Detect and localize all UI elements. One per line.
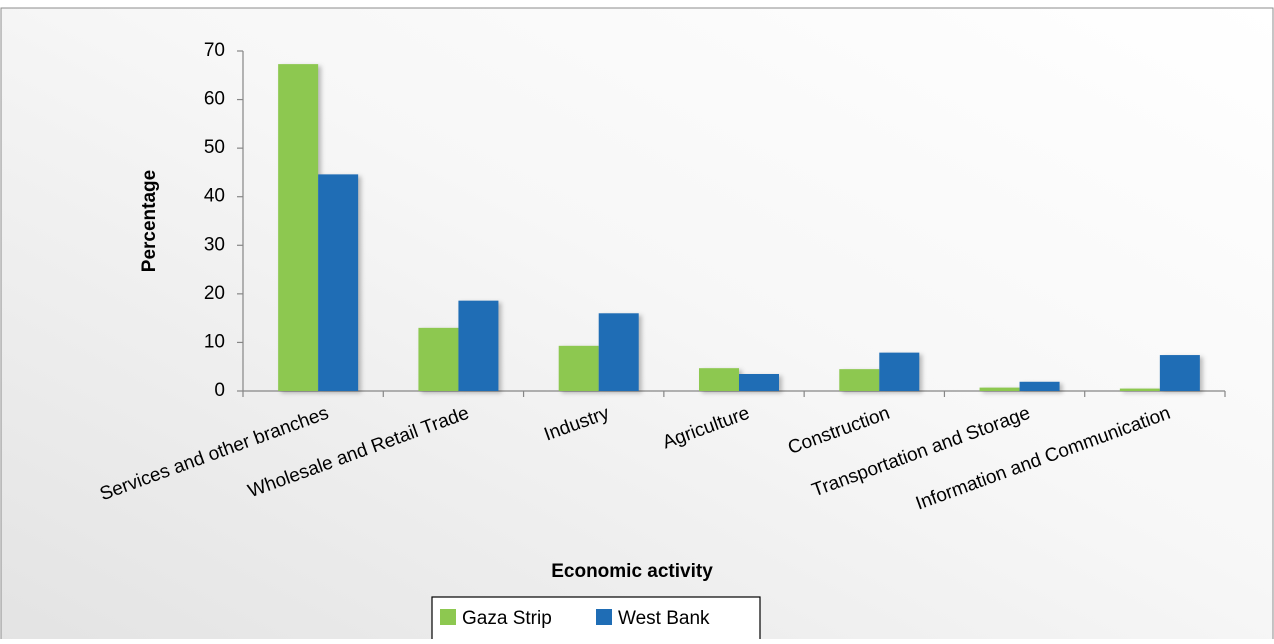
y-tick-label: 10: [204, 331, 225, 352]
bar: [278, 64, 319, 391]
x-axis-label: Economic activity: [551, 561, 713, 582]
bar: [699, 368, 739, 391]
bar: [1119, 388, 1160, 391]
bar: [418, 327, 459, 391]
bar: [598, 313, 639, 391]
bar: [1159, 355, 1200, 391]
y-axis-label: Percentage: [139, 170, 160, 272]
legend-label: West Bank: [618, 608, 710, 629]
y-tick-label: 30: [204, 234, 225, 255]
legend-swatch: [440, 609, 456, 625]
y-tick-label: 20: [204, 283, 225, 304]
y-tick-label: 0: [214, 380, 225, 401]
legend-swatch: [596, 609, 612, 625]
y-tick-label: 50: [204, 137, 225, 158]
legend-label: Gaza Strip: [462, 608, 552, 629]
y-tick-label: 40: [204, 186, 225, 207]
legend-items: Gaza Strip West Bank: [440, 608, 710, 629]
bar: [458, 300, 499, 391]
bar: [979, 387, 1020, 391]
bar: [879, 352, 920, 391]
y-tick-label: 70: [204, 40, 225, 61]
bar: [839, 369, 880, 391]
bar: [318, 174, 359, 391]
bar: [1019, 381, 1060, 391]
bar: [739, 374, 779, 391]
y-tick-label: 60: [204, 89, 225, 110]
bar: [558, 345, 599, 391]
